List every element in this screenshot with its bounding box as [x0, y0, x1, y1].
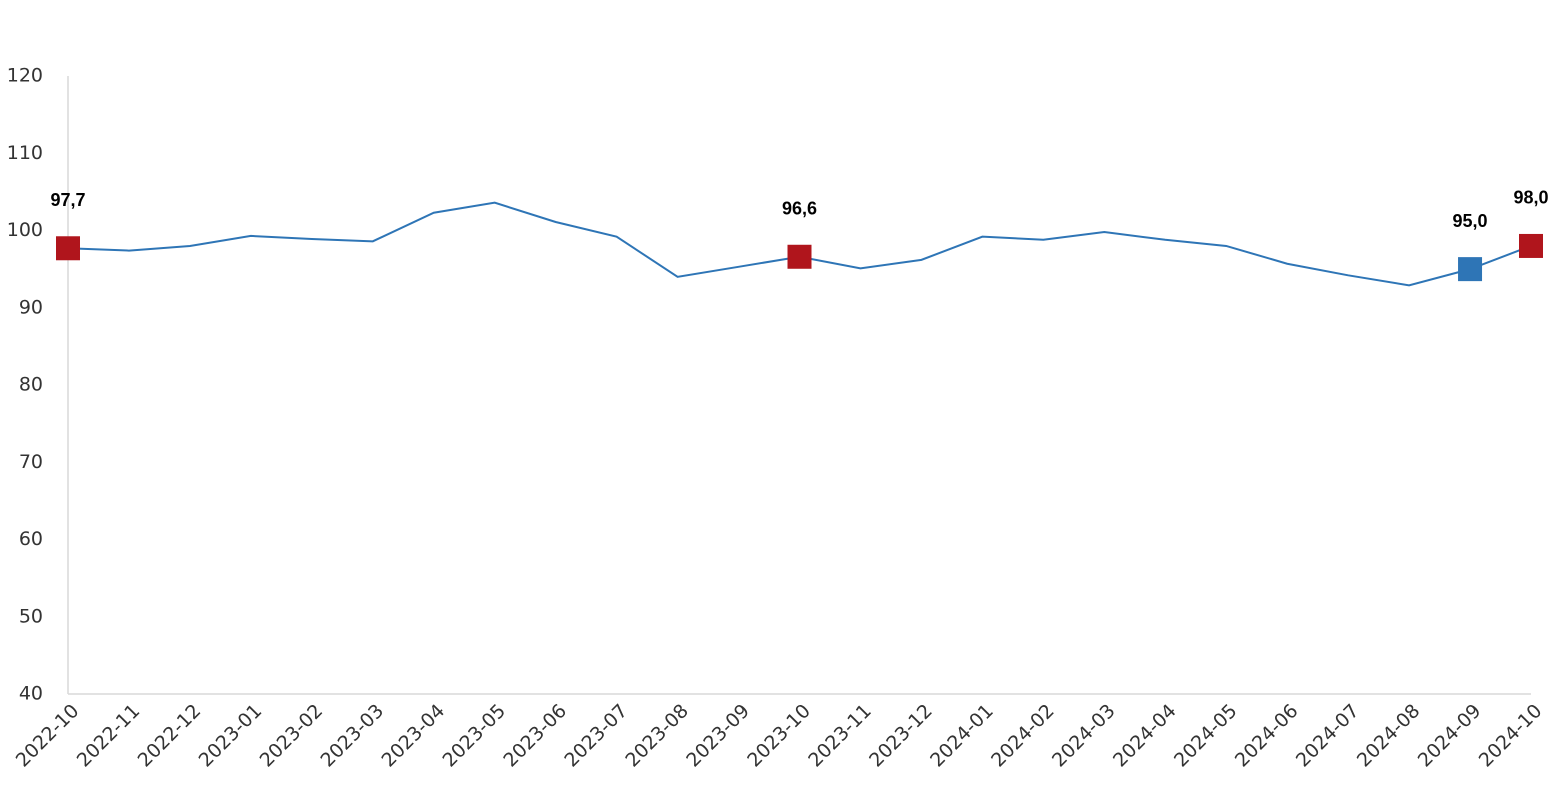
y-tick-label: 60 [19, 528, 43, 550]
x-tick-label: 2023-11 [804, 700, 876, 772]
y-tick-label: 80 [19, 374, 43, 396]
y-tick-label: 50 [19, 605, 43, 627]
x-tick-label: 2023-09 [682, 700, 754, 772]
x-tick-label: 2023-07 [560, 700, 632, 772]
x-tick-label: 2024-03 [1048, 700, 1120, 772]
data-label: 96,6 [782, 199, 817, 219]
x-tick-label: 2023-10 [743, 700, 815, 772]
x-tick-label: 2023-08 [621, 700, 693, 772]
marker [787, 244, 812, 269]
data-label: 97,7 [50, 190, 85, 210]
x-tick-label: 2023-03 [317, 700, 389, 772]
y-tick-label: 120 [7, 65, 43, 87]
x-tick-label: 2023-04 [377, 700, 449, 772]
y-tick-label: 110 [7, 142, 43, 164]
x-tick-label: 2024-04 [1109, 700, 1181, 772]
x-tick-label: 2022-12 [134, 700, 206, 772]
x-tick-label: 2024-01 [926, 700, 998, 772]
x-tick-label: 2024-02 [987, 700, 1059, 772]
x-tick-label: 2023-02 [256, 700, 328, 772]
x-tick-label: 2024-05 [1170, 700, 1242, 772]
x-tick-label: 2023-05 [438, 700, 510, 772]
y-tick-label: 70 [19, 451, 43, 473]
x-tick-label: 2024-07 [1292, 700, 1364, 772]
data-label: 95,0 [1453, 211, 1488, 231]
marker [56, 236, 80, 261]
x-tick-label: 2023-06 [499, 700, 571, 772]
data-label: 98,0 [1513, 188, 1548, 208]
x-tick-label: 2022-11 [73, 700, 145, 772]
x-tick-label: 2022-10 [12, 700, 84, 772]
x-tick-label: 2024-09 [1414, 700, 1486, 772]
x-tick-label: 2023-01 [195, 700, 267, 772]
y-tick-label: 100 [7, 219, 43, 241]
x-tick-label: 2024-08 [1353, 700, 1425, 772]
marker [1458, 257, 1483, 282]
y-tick-label: 40 [19, 683, 43, 705]
y-tick-label: 90 [19, 296, 43, 318]
marker [1519, 233, 1543, 258]
x-tick-label: 2024-06 [1231, 700, 1303, 772]
x-tick-label: 2023-12 [865, 700, 937, 772]
x-tick-label: 2024-10 [1475, 700, 1547, 772]
